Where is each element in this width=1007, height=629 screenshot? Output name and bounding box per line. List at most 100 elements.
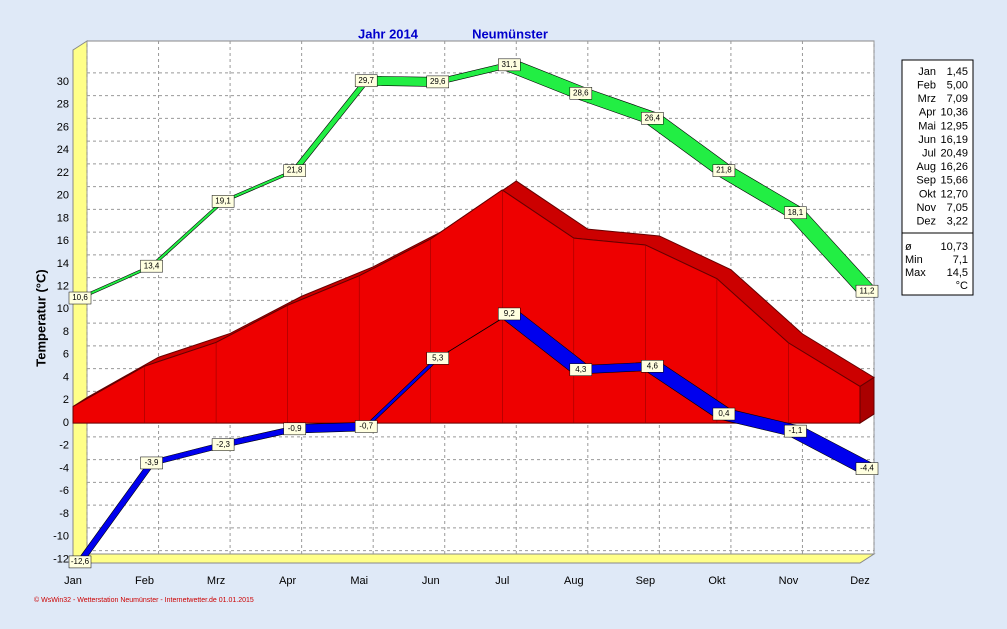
legend-month: Aug	[916, 161, 936, 173]
value-label-box	[211, 438, 235, 452]
summary-label: Max	[905, 267, 926, 279]
value-label-box	[498, 58, 521, 72]
chart-subtitle: Neumünster	[472, 26, 548, 41]
x-tick-label: Jan	[64, 575, 82, 587]
value-label: 18,1	[788, 208, 804, 217]
summary-label: Min	[905, 254, 923, 266]
y-tick-label: 10	[57, 303, 69, 315]
value-label: 9,2	[504, 309, 516, 318]
value-label-box	[426, 75, 449, 89]
value-label: 28,6	[573, 88, 589, 97]
legend-month: Mrz	[918, 93, 936, 105]
value-label: 29,7	[358, 76, 374, 85]
value-label: 19,1	[215, 196, 231, 205]
legend-month: Jul	[922, 148, 936, 160]
legend-value: 12,70	[940, 188, 968, 200]
value-label-box	[641, 360, 664, 373]
value-label-box	[712, 407, 736, 421]
y-tick-label: 30	[57, 76, 69, 88]
summary-value: 10,73	[940, 241, 968, 253]
legend-month: Mai	[918, 120, 936, 132]
value-label-box	[641, 112, 664, 125]
legend-month: Jun	[918, 134, 936, 146]
y-tick-label: 28	[57, 99, 69, 111]
value-label: 4,6	[647, 361, 659, 370]
y-tick-label: -6	[59, 485, 69, 497]
value-label-box	[68, 291, 92, 305]
legend-value: 3,22	[947, 216, 968, 228]
y-tick-label: 14	[57, 258, 69, 270]
value-label: -0,7	[359, 422, 373, 431]
value-label: 29,6	[430, 77, 446, 86]
value-label-box	[68, 555, 92, 569]
value-label: 4,3	[575, 365, 587, 374]
value-label: -12,6	[71, 557, 90, 566]
legend-value: 15,66	[940, 175, 968, 187]
y-tick-label: 0	[63, 417, 69, 429]
legend-value: 7,05	[947, 202, 968, 214]
legend-month: Nov	[916, 202, 936, 214]
x-tick-label: Jun	[422, 575, 440, 587]
chart-title: Jahr 2014	[358, 26, 419, 41]
legend-month: Feb	[917, 80, 936, 92]
y-tick-label: 20	[57, 190, 69, 202]
value-label: 5,3	[432, 353, 444, 362]
legend-month: Apr	[919, 107, 936, 119]
value-label-box	[498, 307, 521, 321]
y-tick-label: 6	[63, 349, 69, 361]
value-label: -4,4	[860, 464, 874, 473]
legend-value: 10,36	[940, 107, 968, 119]
y-tick-label: 18	[57, 212, 69, 224]
value-label: 26,4	[645, 113, 661, 122]
y-tick-label: -10	[53, 531, 69, 543]
legend-value: 16,26	[940, 161, 968, 173]
value-label-box	[855, 284, 879, 298]
summary-unit: °C	[956, 280, 968, 292]
x-tick-label: Mrz	[207, 575, 225, 587]
x-tick-label: Mai	[350, 575, 368, 587]
value-label: -1,1	[789, 426, 803, 435]
value-label-box	[569, 87, 593, 100]
value-label: 0,4	[718, 409, 730, 418]
value-label-box	[855, 462, 879, 475]
footer: © WsWin32 - Wetterstation Neumünster - I…	[34, 596, 254, 604]
value-label-box	[211, 195, 235, 208]
value-label: 13,4	[144, 261, 160, 270]
x-tick-label: Sep	[636, 575, 656, 587]
legend-value: 16,19	[940, 134, 968, 146]
legend-month: Jan	[918, 66, 936, 78]
legend-value: 12,95	[940, 120, 968, 132]
x-tick-label: Dez	[850, 575, 870, 587]
value-label: 10,6	[72, 293, 88, 302]
value-label-box	[283, 164, 306, 177]
y-tick-label: -12	[53, 553, 69, 565]
floor	[71, 553, 876, 564]
y-tick-label: 26	[57, 121, 69, 133]
x-tick-label: Nov	[779, 575, 799, 587]
value-label: 31,1	[501, 60, 517, 69]
x-tick-label: Aug	[564, 575, 584, 587]
value-label-box	[283, 422, 306, 436]
legend-value: 1,45	[947, 66, 968, 78]
legend-value: 7,09	[947, 93, 968, 105]
y-tick-label: -2	[59, 440, 69, 452]
x-tick-label: Feb	[135, 575, 154, 587]
y-tick-label: 4	[63, 371, 69, 383]
legend-table	[901, 59, 974, 296]
value-label-box	[140, 259, 163, 273]
legend-month: Okt	[919, 188, 936, 200]
value-label-box	[784, 206, 807, 219]
legend-month: Dez	[916, 216, 936, 228]
legend-value: 5,00	[947, 80, 968, 92]
summary-label: ø	[905, 241, 912, 253]
value-label: -3,9	[145, 458, 159, 467]
value-label-box	[784, 424, 807, 438]
y-tick-label: 12	[57, 281, 69, 293]
value-label: -0,9	[288, 424, 302, 433]
y-tick-label: 8	[63, 326, 69, 338]
value-label: -2,3	[216, 440, 230, 449]
y-tick-label: 16	[57, 235, 69, 247]
x-tick-label: Jul	[495, 575, 509, 587]
value-label: 21,8	[287, 166, 303, 175]
